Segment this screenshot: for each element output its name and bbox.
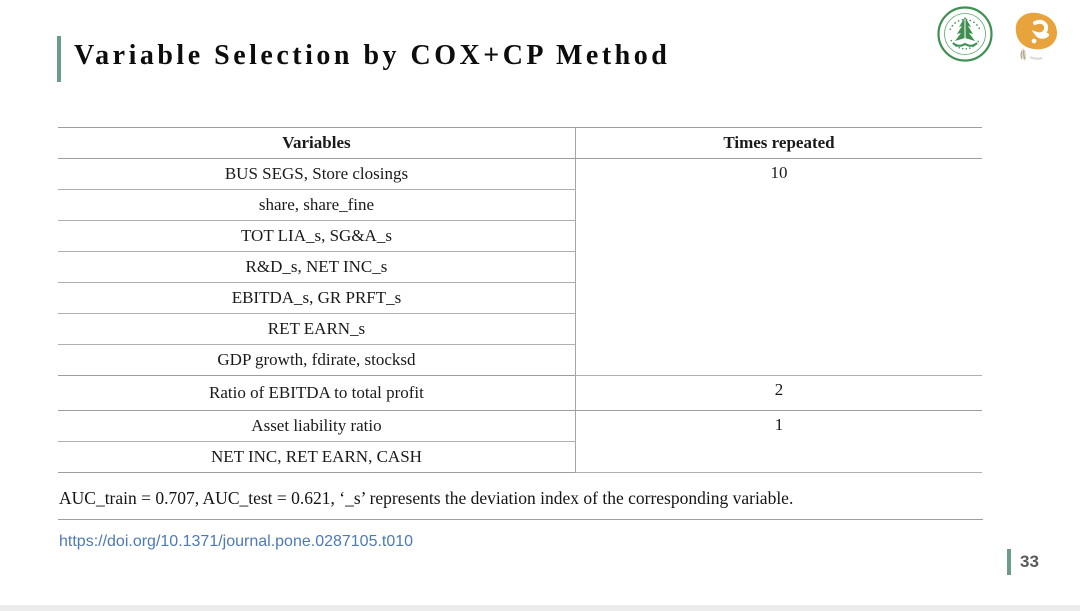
col-header-times-repeated: Times repeated: [574, 127, 982, 159]
table-row: share, share_fine: [58, 189, 982, 221]
page-number: 33: [1020, 552, 1039, 571]
variable-cell: Asset liability ratio: [58, 410, 576, 442]
variable-cell: share, share_fine: [58, 189, 576, 221]
university-seal-icon: [936, 5, 994, 63]
table-row: GDP growth, fdirate, stocksd: [58, 344, 982, 376]
page-title: Variable Selection by COX+CP Method: [74, 40, 671, 71]
bottom-edge-strip: [0, 605, 1080, 611]
variable-cell: TOT LIA_s, SG&A_s: [58, 220, 576, 252]
footnote-divider: [58, 519, 983, 520]
doi-link[interactable]: https://doi.org/10.1371/journal.pone.028…: [59, 533, 414, 550]
page-number-accent-bar: [1007, 549, 1011, 575]
table-row: NET INC, RET EARN, CASH: [58, 441, 982, 473]
table-row: Asset liability ratio 1: [58, 410, 982, 473]
title-accent-bar: [57, 36, 61, 82]
table-row: Ratio of EBITDA to total profit 2: [58, 375, 982, 411]
table-row: R&D_s, NET INC_s: [58, 251, 982, 283]
variable-cell: R&D_s, NET INC_s: [58, 251, 576, 283]
variable-cell: RET EARN_s: [58, 313, 576, 345]
table-row: BUS SEGS, Store closings 10: [58, 158, 982, 376]
mascot-logo-icon: [1010, 10, 1064, 64]
table-row: TOT LIA_s, SG&A_s: [58, 220, 982, 252]
times-repeated-cell: 2: [574, 375, 982, 411]
times-repeated-cell: 10: [574, 158, 982, 376]
variable-selection-table: Variables Times repeated BUS SEGS, Store…: [58, 127, 982, 473]
times-repeated-cell: 1: [574, 410, 982, 473]
table-footnote: AUC_train = 0.707, AUC_test = 0.621, ‘_s…: [59, 488, 794, 508]
table-header-row: Variables Times repeated: [58, 127, 982, 159]
variable-cell: GDP growth, fdirate, stocksd: [58, 344, 576, 376]
table-row: EBITDA_s, GR PRFT_s: [58, 282, 982, 314]
variable-cell: Ratio of EBITDA to total profit: [58, 375, 576, 411]
variable-cell: EBITDA_s, GR PRFT_s: [58, 282, 576, 314]
variable-cell: NET INC, RET EARN, CASH: [58, 441, 576, 473]
table-row: RET EARN_s: [58, 313, 982, 345]
col-header-variables: Variables: [58, 127, 576, 159]
variable-cell: BUS SEGS, Store closings: [58, 158, 576, 190]
